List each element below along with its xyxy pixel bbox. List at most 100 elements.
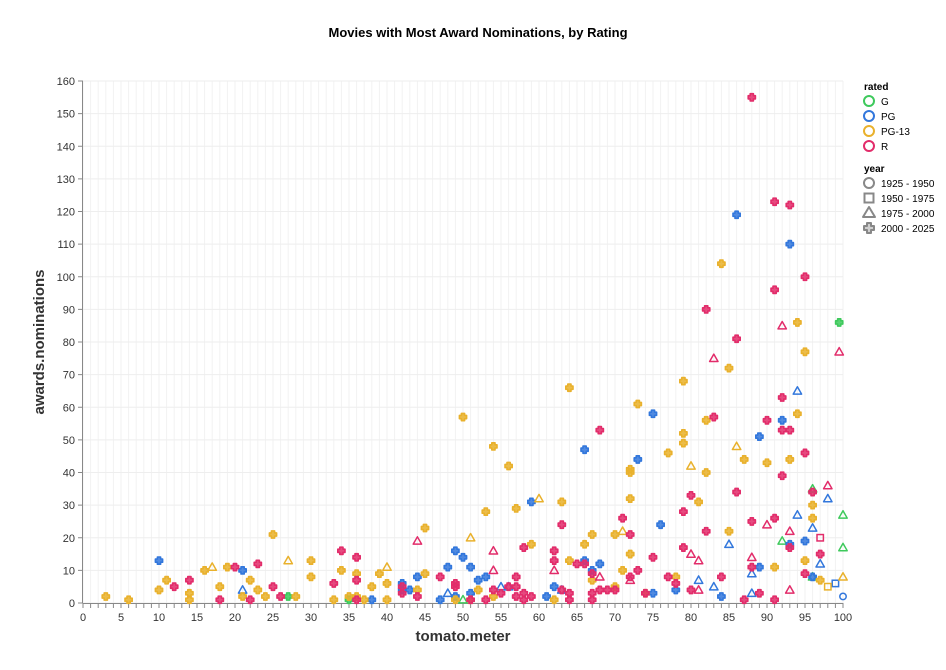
data-point — [739, 455, 749, 464]
data-point — [679, 376, 688, 386]
y-tick-label: 70 — [63, 370, 75, 382]
data-point — [777, 415, 787, 425]
data-point — [686, 585, 696, 595]
x-tick-label: 0 — [80, 612, 86, 624]
data-point — [770, 513, 779, 523]
data-point — [777, 536, 788, 545]
data-point — [770, 285, 779, 295]
data-point — [724, 526, 734, 536]
data-point — [238, 565, 247, 575]
data-point — [785, 425, 795, 435]
data-point — [367, 595, 377, 605]
data-point — [511, 503, 521, 513]
data-point — [481, 595, 491, 605]
x-tick-label: 85 — [723, 612, 735, 624]
data-point — [663, 448, 673, 458]
data-point — [253, 559, 263, 569]
y-tick-label: 60 — [63, 402, 75, 414]
data-point — [587, 595, 597, 605]
data-point — [822, 480, 833, 490]
data-point — [709, 412, 719, 422]
data-point — [594, 571, 605, 581]
data-point — [800, 347, 810, 357]
y-tick-label: 30 — [63, 500, 75, 512]
data-point — [344, 592, 354, 601]
data-point — [800, 272, 810, 282]
data-point — [565, 595, 574, 605]
data-point — [549, 582, 559, 592]
y-tick-label: 0 — [69, 598, 75, 610]
data-point — [785, 543, 795, 552]
data-point — [352, 575, 361, 585]
data-point — [572, 559, 582, 569]
data-point — [693, 585, 704, 594]
y-tick-label: 90 — [63, 304, 75, 316]
data-point — [686, 461, 696, 470]
data-point — [565, 556, 574, 565]
data-point — [154, 556, 164, 565]
data-point — [808, 487, 817, 497]
legend-symbol-r — [863, 140, 875, 152]
data-point — [504, 461, 513, 471]
x-tick-label: 50 — [457, 612, 469, 624]
data-point — [283, 555, 294, 565]
data-point — [595, 585, 605, 595]
y-tick-label: 10 — [63, 565, 75, 577]
y-tick-label: 20 — [63, 533, 75, 545]
data-point — [595, 425, 605, 435]
y-tick-label: 50 — [63, 435, 75, 447]
data-point — [238, 592, 247, 601]
data-point — [489, 585, 498, 595]
data-point — [488, 545, 499, 555]
data-point — [762, 415, 772, 425]
data-point — [755, 562, 764, 572]
x-tick-label: 90 — [761, 612, 773, 624]
data-point — [724, 363, 734, 373]
y-tick-label: 140 — [57, 141, 75, 153]
data-point — [580, 539, 589, 549]
data-point — [162, 575, 171, 585]
legend-symbol-g — [863, 95, 875, 107]
data-point — [625, 468, 635, 477]
data-point — [610, 585, 620, 595]
legend-label: PG — [881, 112, 896, 123]
data-point — [777, 471, 787, 481]
data-point — [466, 595, 475, 605]
data-point — [770, 595, 779, 605]
data-point — [656, 520, 665, 530]
x-tick-label: 60 — [533, 612, 545, 624]
data-point — [617, 526, 628, 536]
legend-title-rated: rated — [864, 82, 888, 93]
data-point — [473, 585, 483, 595]
x-tick-label: 80 — [685, 612, 697, 624]
data-point — [382, 595, 392, 605]
data-point — [496, 588, 506, 598]
data-point — [185, 575, 194, 585]
data-point — [831, 579, 840, 588]
data-point — [549, 546, 559, 556]
x-tick-label: 35 — [343, 612, 355, 624]
data-point — [693, 575, 704, 585]
data-point — [838, 509, 848, 519]
data-point — [747, 92, 757, 102]
data-point — [557, 497, 567, 507]
data-point — [504, 582, 513, 592]
data-point — [283, 592, 293, 601]
data-point — [785, 455, 795, 464]
data-point — [329, 579, 339, 588]
data-point — [412, 536, 423, 545]
data-point — [101, 592, 111, 601]
data-point — [397, 588, 407, 598]
data-point — [679, 428, 688, 438]
y-tick-label: 40 — [63, 468, 75, 480]
data-point — [808, 513, 817, 523]
x-tick-label: 10 — [153, 612, 165, 624]
data-point — [648, 409, 658, 419]
data-point — [777, 320, 788, 330]
data-point — [154, 585, 164, 595]
data-point — [489, 592, 498, 601]
axes: 0 5 10 15 20 25 30 35 40 45 50 55 60 65 70 75 80 85 90 95 10… — [57, 76, 853, 624]
data-point — [834, 346, 845, 356]
data-point — [800, 448, 810, 458]
data-point — [245, 575, 255, 585]
